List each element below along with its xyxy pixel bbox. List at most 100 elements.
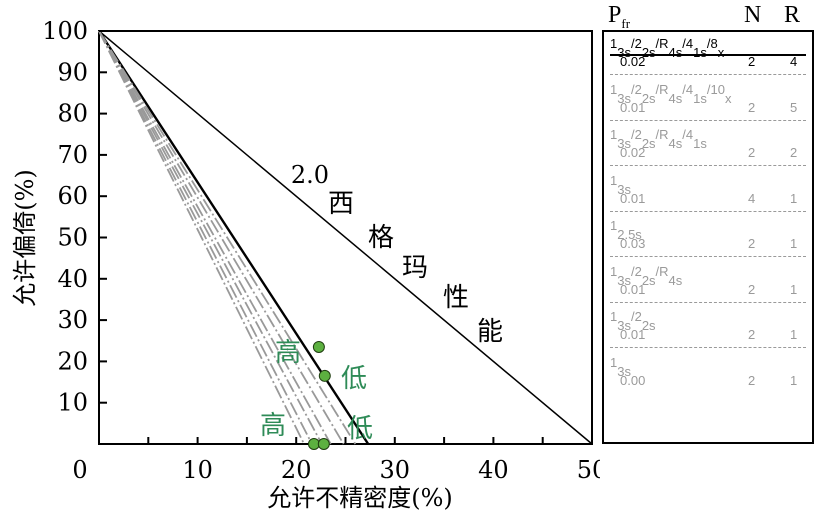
rule-values: 0.02 2 2	[610, 145, 806, 161]
rule-n-value: 2	[748, 145, 756, 160]
rule-r-value: 1	[790, 190, 798, 206]
y-tick-label: 40	[57, 265, 88, 293]
sigma-value-label: 2.0	[291, 161, 329, 189]
rule-name-part: 1	[610, 263, 618, 279]
rule-name-part: 4s	[668, 272, 683, 288]
rule-divider	[610, 165, 806, 166]
rule-divider	[610, 119, 806, 121]
rule-row: 13s/22s/R4s/41s/8x 0.02 2 4	[610, 34, 806, 70]
rule-name: 13s	[610, 171, 806, 197]
rule-pfr-value: 0.01	[620, 99, 646, 115]
rule-name: 13s/22s	[610, 307, 806, 333]
rule-pfr-value: 0.03	[620, 236, 646, 251]
x-tick-label: 10	[182, 456, 213, 484]
series-line-7	[98, 30, 305, 445]
y-tick-label: 80	[57, 100, 88, 128]
rule-values: 0.02 2 4	[610, 54, 806, 70]
rule-pfr-value: 0.02	[620, 145, 646, 160]
rule-name-part: 2.5s	[617, 226, 642, 242]
rule-n-value: 2	[748, 236, 756, 251]
rule-name-part: /R	[655, 36, 669, 51]
rule-pfr-value: 0.01	[620, 190, 646, 206]
rule-name-part: 3s	[617, 135, 631, 151]
rule-row: 13s 0.01 4 1	[610, 171, 806, 207]
rule-name-part: /2	[630, 263, 642, 279]
rule-name-part: 1	[610, 36, 618, 51]
sigma-word-char: 玛	[402, 253, 428, 283]
rule-name-part: 4s	[668, 90, 683, 106]
rule-name-part: 3s	[617, 181, 631, 197]
rule-pfr-value: 0.00	[620, 372, 646, 388]
rule-name-part: /10	[706, 81, 725, 97]
x-tick-label: 20	[281, 456, 312, 484]
series-line-6	[98, 30, 313, 445]
rule-divider	[610, 74, 806, 75]
rule-divider	[610, 347, 806, 348]
rule-name-part: 1s	[693, 44, 707, 60]
origin-zero-label: 0	[72, 456, 87, 484]
qc-rules-panel: Pfr N R 13s/22s/R4s/41s/8x 0.02 2 4 13s/22s/…	[602, 2, 814, 444]
series-line-1	[97, 30, 370, 445]
r-header: R	[784, 2, 801, 28]
rule-n-value: 2	[748, 54, 756, 69]
rule-values: 0.01 2 5	[610, 100, 806, 116]
low-label-upper: 低	[341, 364, 367, 394]
rule-name-part: 1	[610, 309, 618, 324]
rule-values: 0.01 2 1	[610, 327, 806, 343]
rule-name-part: x	[717, 44, 725, 60]
rule-row: 12.5s 0.03 2 1	[610, 216, 806, 252]
rule-name-part: x	[724, 90, 732, 106]
point-layer	[307, 340, 331, 450]
rule-values: 0.01 2 1	[610, 282, 806, 298]
rule-n-value: 4	[748, 190, 756, 206]
rule-name-part: /8	[706, 36, 718, 51]
rule-row: 13s/22s/R4s/41s/10x 0.01 2 5	[610, 80, 806, 116]
rule-name-part: 1	[610, 218, 618, 233]
series-line-0	[98, 30, 593, 445]
n-header: N	[744, 2, 762, 28]
chart-svg: 10 20 30 40 50 10 20 30 40 50 60 70 80 90 100 2.0西格玛性能…	[11, 17, 600, 512]
rule-name-part: 1s	[693, 135, 707, 151]
y-tick-label: 10	[57, 389, 88, 417]
rule-n-value: 2	[748, 281, 756, 297]
rule-row: 13s/22s 0.01 2 1	[610, 307, 806, 343]
rule-name-part: /2	[630, 309, 642, 324]
rule-row: 13s/22s/R4s/41s 0.02 2 2	[610, 125, 806, 161]
rule-name-part: /4	[682, 127, 694, 142]
rule-name-part: 4s	[668, 135, 683, 151]
rule-values: 0.00 2 1	[610, 373, 806, 389]
y-tick-label: 60	[57, 182, 88, 210]
rule-name-part: 2s	[641, 90, 656, 106]
x-tick-label: 30	[380, 456, 411, 484]
annotation-layer: 2.0西格玛性能高低高低	[260, 161, 503, 444]
y-tick-label: 20	[57, 347, 88, 375]
rule-name-part: /4	[682, 36, 694, 51]
rule-name-part: /2	[630, 81, 642, 97]
rule-r-value: 1	[790, 236, 798, 251]
sigma-word-char: 西	[328, 189, 354, 219]
y-tick-label: 30	[57, 306, 88, 334]
rule-name: 13s/22s/R4s/41s/10x	[610, 80, 806, 106]
y-tick-label: 50	[57, 224, 88, 252]
rule-name-part: 1	[610, 172, 618, 188]
rule-name-part: 2s	[641, 44, 656, 60]
rule-name-part: /R	[655, 263, 669, 279]
low-label-lower: 低	[347, 414, 373, 444]
rule-n-value: 2	[748, 99, 756, 115]
rule-name-part: /2	[630, 127, 642, 142]
rule-values: 0.01 4 1	[610, 191, 806, 207]
rule-r-value: 1	[790, 281, 798, 297]
rule-row: 13s 0.00 2 1	[610, 353, 806, 389]
series-line-4	[98, 30, 332, 445]
rule-r-value: 1	[790, 372, 798, 388]
operating-point	[317, 438, 330, 450]
rule-r-value: 4	[790, 54, 798, 69]
rule-name-part: 3s	[617, 90, 631, 106]
rule-name-part: /R	[655, 127, 669, 142]
y-axis-label: 允许偏倚(%)	[11, 169, 39, 307]
rule-name-part: 3s	[617, 44, 631, 60]
rule-pfr-value: 0.01	[620, 281, 646, 297]
rule-name-part: 1	[610, 127, 618, 142]
y-tick-label: 70	[57, 141, 88, 169]
